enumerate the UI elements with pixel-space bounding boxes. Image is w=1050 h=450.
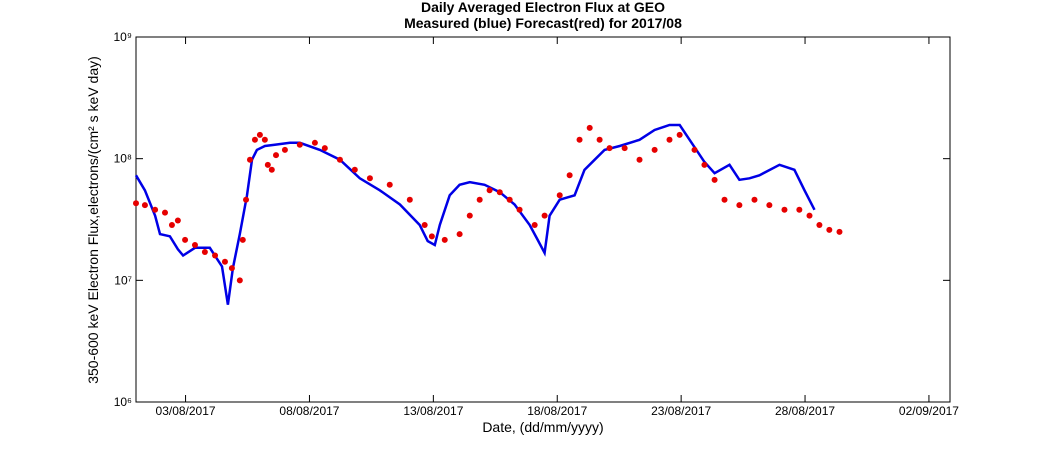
forecast-dot — [141, 202, 148, 209]
forecast-dot — [486, 187, 493, 194]
y-axis-label: 350-600 keV Electron Flux,electrons/(cm²… — [85, 56, 101, 384]
forecast-dot — [766, 202, 773, 209]
forecast-dot — [596, 136, 603, 143]
forecast-dot — [228, 265, 235, 272]
forecast-dot — [251, 136, 258, 143]
forecast-dot — [496, 189, 503, 196]
forecast-dot — [441, 236, 448, 243]
forecast-dot — [541, 212, 548, 219]
forecast-dot — [161, 209, 168, 216]
forecast-dot — [516, 206, 523, 213]
x-tick-label: 28/08/2017 — [775, 404, 835, 418]
forecast-dot — [296, 141, 303, 148]
forecast-dot — [556, 192, 563, 199]
forecast-dot — [636, 156, 643, 163]
forecast-dot — [806, 212, 813, 219]
y-tick-label: 10⁸ — [114, 152, 132, 166]
forecast-dot — [421, 221, 428, 228]
chart-title: Daily Averaged Electron Flux at GEO — [421, 0, 665, 15]
forecast-dot — [566, 172, 573, 179]
chart-subtitle: Measured (blue) Forecast(red) for 2017/0… — [404, 15, 682, 31]
y-tick-label: 10⁷ — [114, 273, 132, 287]
forecast-dot — [256, 131, 263, 138]
forecast-dot — [796, 206, 803, 213]
forecast-dot — [281, 146, 288, 153]
forecast-dot — [816, 221, 823, 228]
forecast-dot — [676, 131, 683, 138]
forecast-dot — [476, 196, 483, 203]
forecast-dot — [351, 166, 358, 173]
forecast-dot — [621, 145, 628, 152]
forecast-dot — [666, 136, 673, 143]
forecast-dot — [606, 145, 613, 152]
forecast-dot — [152, 206, 159, 213]
forecast-dot — [721, 196, 728, 203]
forecast-dot — [261, 136, 268, 143]
forecast-dot — [221, 258, 228, 265]
x-tick-label: 18/08/2017 — [527, 404, 587, 418]
x-axis-label: Date, (dd/mm/yyyy) — [482, 419, 603, 435]
y-tick-label: 10⁹ — [114, 30, 133, 44]
forecast-dot — [212, 252, 219, 259]
forecast-dot — [428, 233, 435, 240]
forecast-dot — [191, 242, 198, 249]
forecast-dot — [826, 226, 833, 233]
plot-frame — [135, 36, 951, 403]
forecast-dot — [321, 145, 328, 152]
forecast-dot — [836, 228, 843, 235]
forecast-dot — [311, 139, 318, 146]
x-tick-label: 13/08/2017 — [403, 404, 463, 418]
forecast-dot — [174, 217, 181, 224]
forecast-dot — [268, 166, 275, 173]
forecast-dot — [711, 176, 718, 183]
forecast-dot — [273, 152, 280, 159]
forecast-dot — [781, 206, 788, 213]
forecast-dot — [576, 136, 583, 143]
forecast-dot — [246, 156, 253, 163]
x-tick-label: 23/08/2017 — [651, 404, 711, 418]
forecast-dot — [701, 161, 708, 168]
forecast-dot — [466, 212, 473, 219]
forecast-dot — [586, 124, 593, 131]
forecast-dot — [168, 221, 175, 228]
forecast-dot — [264, 161, 271, 168]
forecast-dot — [531, 221, 538, 228]
y-tick-label: 10⁶ — [114, 395, 132, 409]
forecast-dot — [736, 202, 743, 209]
forecast-dot — [691, 146, 698, 153]
forecast-dot — [182, 236, 189, 243]
forecast-dot — [651, 146, 658, 153]
forecast-dot — [239, 236, 246, 243]
forecast-dot — [201, 248, 208, 255]
forecast-dot — [133, 200, 139, 207]
forecast-dot — [751, 196, 758, 203]
forecast-dot — [506, 196, 513, 203]
x-tick-label: 02/09/2017 — [899, 404, 959, 418]
x-tick-label: 03/08/2017 — [156, 404, 216, 418]
x-tick-label: 08/08/2017 — [279, 404, 339, 418]
forecast-dot — [243, 196, 250, 203]
forecast-dot — [456, 231, 463, 238]
forecast-dot — [406, 196, 413, 203]
forecast-dot — [336, 156, 343, 163]
forecast-dot — [386, 181, 393, 188]
forecast-dot — [366, 175, 373, 182]
forecast-dot — [236, 277, 243, 284]
measured-line — [134, 123, 816, 305]
